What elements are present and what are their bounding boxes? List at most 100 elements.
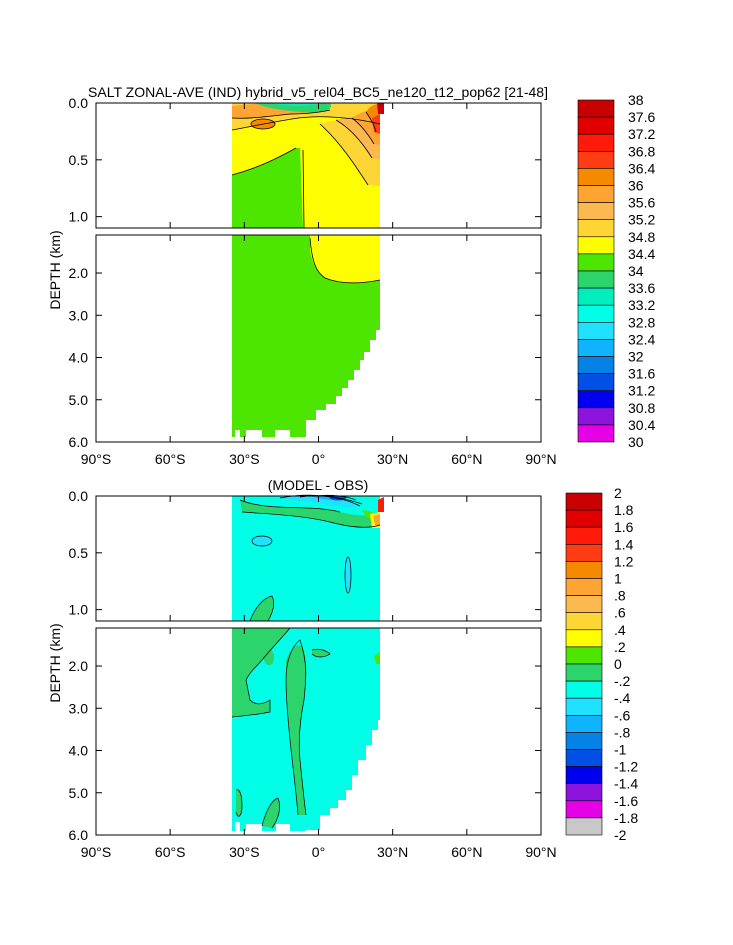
colorbar-box [565,817,603,836]
y-tick-label: 5.0 [69,392,89,408]
salinity-title: SALT ZONAL-AVE (IND) hybrid_v5_rel04_BC5… [88,84,548,100]
colorbar-box [565,509,603,528]
colorbar-box [565,595,603,613]
colorbar-box [565,629,603,648]
colorbar-box [577,202,615,221]
colorbar-box [577,304,615,323]
y-tick-label: 6.0 [69,434,89,450]
colorbar-label: -2 [614,827,627,843]
y-tick-label: 0.0 [69,488,89,504]
x-tick-label: 60°S [155,451,186,467]
difference-y-axis-label: DEPTH (km) [47,623,63,702]
colorbar-box [577,339,615,357]
colorbar-label: 1.8 [614,502,634,518]
colorbar-label: 33.2 [628,297,655,313]
colorbar-label: 1.4 [614,536,634,552]
colorbar-label: -.6 [614,707,631,723]
colorbar-label: -1.6 [614,793,638,809]
colorbar-box [577,287,615,306]
difference-colorbar [565,492,603,836]
colorbar-box [565,561,603,579]
colorbar-box [565,800,603,819]
colorbar-label: .8 [614,588,626,604]
colorbar-box [577,99,615,118]
colorbar-label: -.8 [614,724,631,740]
difference-lower-fill [232,628,380,831]
difference-y-ticks [96,495,541,836]
colorbar-label: 34.8 [628,229,655,245]
colorbar-label: -.2 [614,673,631,689]
colorbar-box [577,253,615,272]
x-tick-label: 90°S [81,844,112,860]
difference-title: (MODEL - OBS) [268,477,369,493]
x-tick-label: 60°S [155,844,186,860]
colorbar-label: 32 [628,349,644,365]
colorbar-label: 32.8 [628,314,655,330]
y-tick-label: 3.0 [69,700,89,716]
salinity-x-ticks [95,103,542,442]
colorbar-label: -.4 [614,690,631,706]
salinity-lower-fill [232,235,380,437]
colorbar-label: 36.4 [628,160,655,176]
x-tick-label: 30°N [377,844,408,860]
difference-x-ticks [95,496,542,835]
colorbar-label: 2 [614,485,622,501]
y-tick-label: 0.5 [69,545,89,561]
colorbar-box [565,578,603,596]
colorbar-box [565,526,603,545]
y-tick-label: 0.0 [69,95,89,111]
y-tick-label: 2.0 [69,658,89,674]
colorbar-label: 37.2 [628,126,655,142]
colorbar-label: .4 [614,622,626,638]
colorbar-box [565,663,603,682]
colorbar-label: 0 [614,656,622,672]
colorbar-box [565,766,603,784]
x-tick-label: 30°S [229,844,260,860]
colorbar-label: 34 [628,263,644,279]
x-tick-label: 90°N [525,844,556,860]
colorbar-box [565,697,603,716]
colorbar-box [565,714,603,733]
colorbar-box [565,612,603,631]
colorbar-box [577,219,615,238]
colorbar-label: .6 [614,605,626,621]
x-tick-label: 90°S [81,451,112,467]
colorbar-box [577,356,615,374]
colorbar-label: 33.6 [628,280,655,296]
y-tick-label: 0.5 [69,152,89,168]
colorbar-label: 30.4 [628,417,655,433]
colorbar-label: 30.8 [628,400,655,416]
colorbar-label: 37.6 [628,109,655,125]
y-tick-label: 6.0 [69,827,89,843]
salinity-colorbar [577,99,615,443]
colorbar-box [577,185,615,203]
y-tick-label: 5.0 [69,785,89,801]
colorbar-box [577,270,615,289]
colorbar-label: 35.6 [628,195,655,211]
colorbar-label: 31.2 [628,383,655,399]
colorbar-box [577,116,615,135]
colorbar-label: -1.4 [614,776,638,792]
salinity-plot: SALT ZONAL-AVE (IND) hybrid_v5_rel04_BC5… [47,84,655,467]
colorbar-label: 1.2 [614,553,634,569]
colorbar-label: 32.4 [628,331,655,347]
colorbar-label: 1 [614,571,622,587]
y-tick-label: 4.0 [69,350,89,366]
colorbar-box [565,749,603,767]
colorbar-label: -1.8 [614,810,638,826]
colorbar-box [565,492,603,511]
colorbar-box [577,168,615,186]
colorbar-label: 36 [628,178,644,194]
colorbar-label: 35.2 [628,212,655,228]
salinity-upper-fill [232,103,384,228]
x-tick-label: 30°N [377,451,408,467]
y-tick-label: 1.0 [69,209,89,225]
colorbar-label: 1.6 [614,519,634,535]
colorbar-box [565,543,603,562]
colorbar-box [577,390,615,409]
colorbar-box [577,407,615,426]
difference-upper-fill [232,495,384,621]
colorbar-box [577,373,615,392]
salinity-y-tick-labels: 0.0 0.5 1.0 2.0 3.0 4.0 5.0 6.0 [69,95,89,450]
